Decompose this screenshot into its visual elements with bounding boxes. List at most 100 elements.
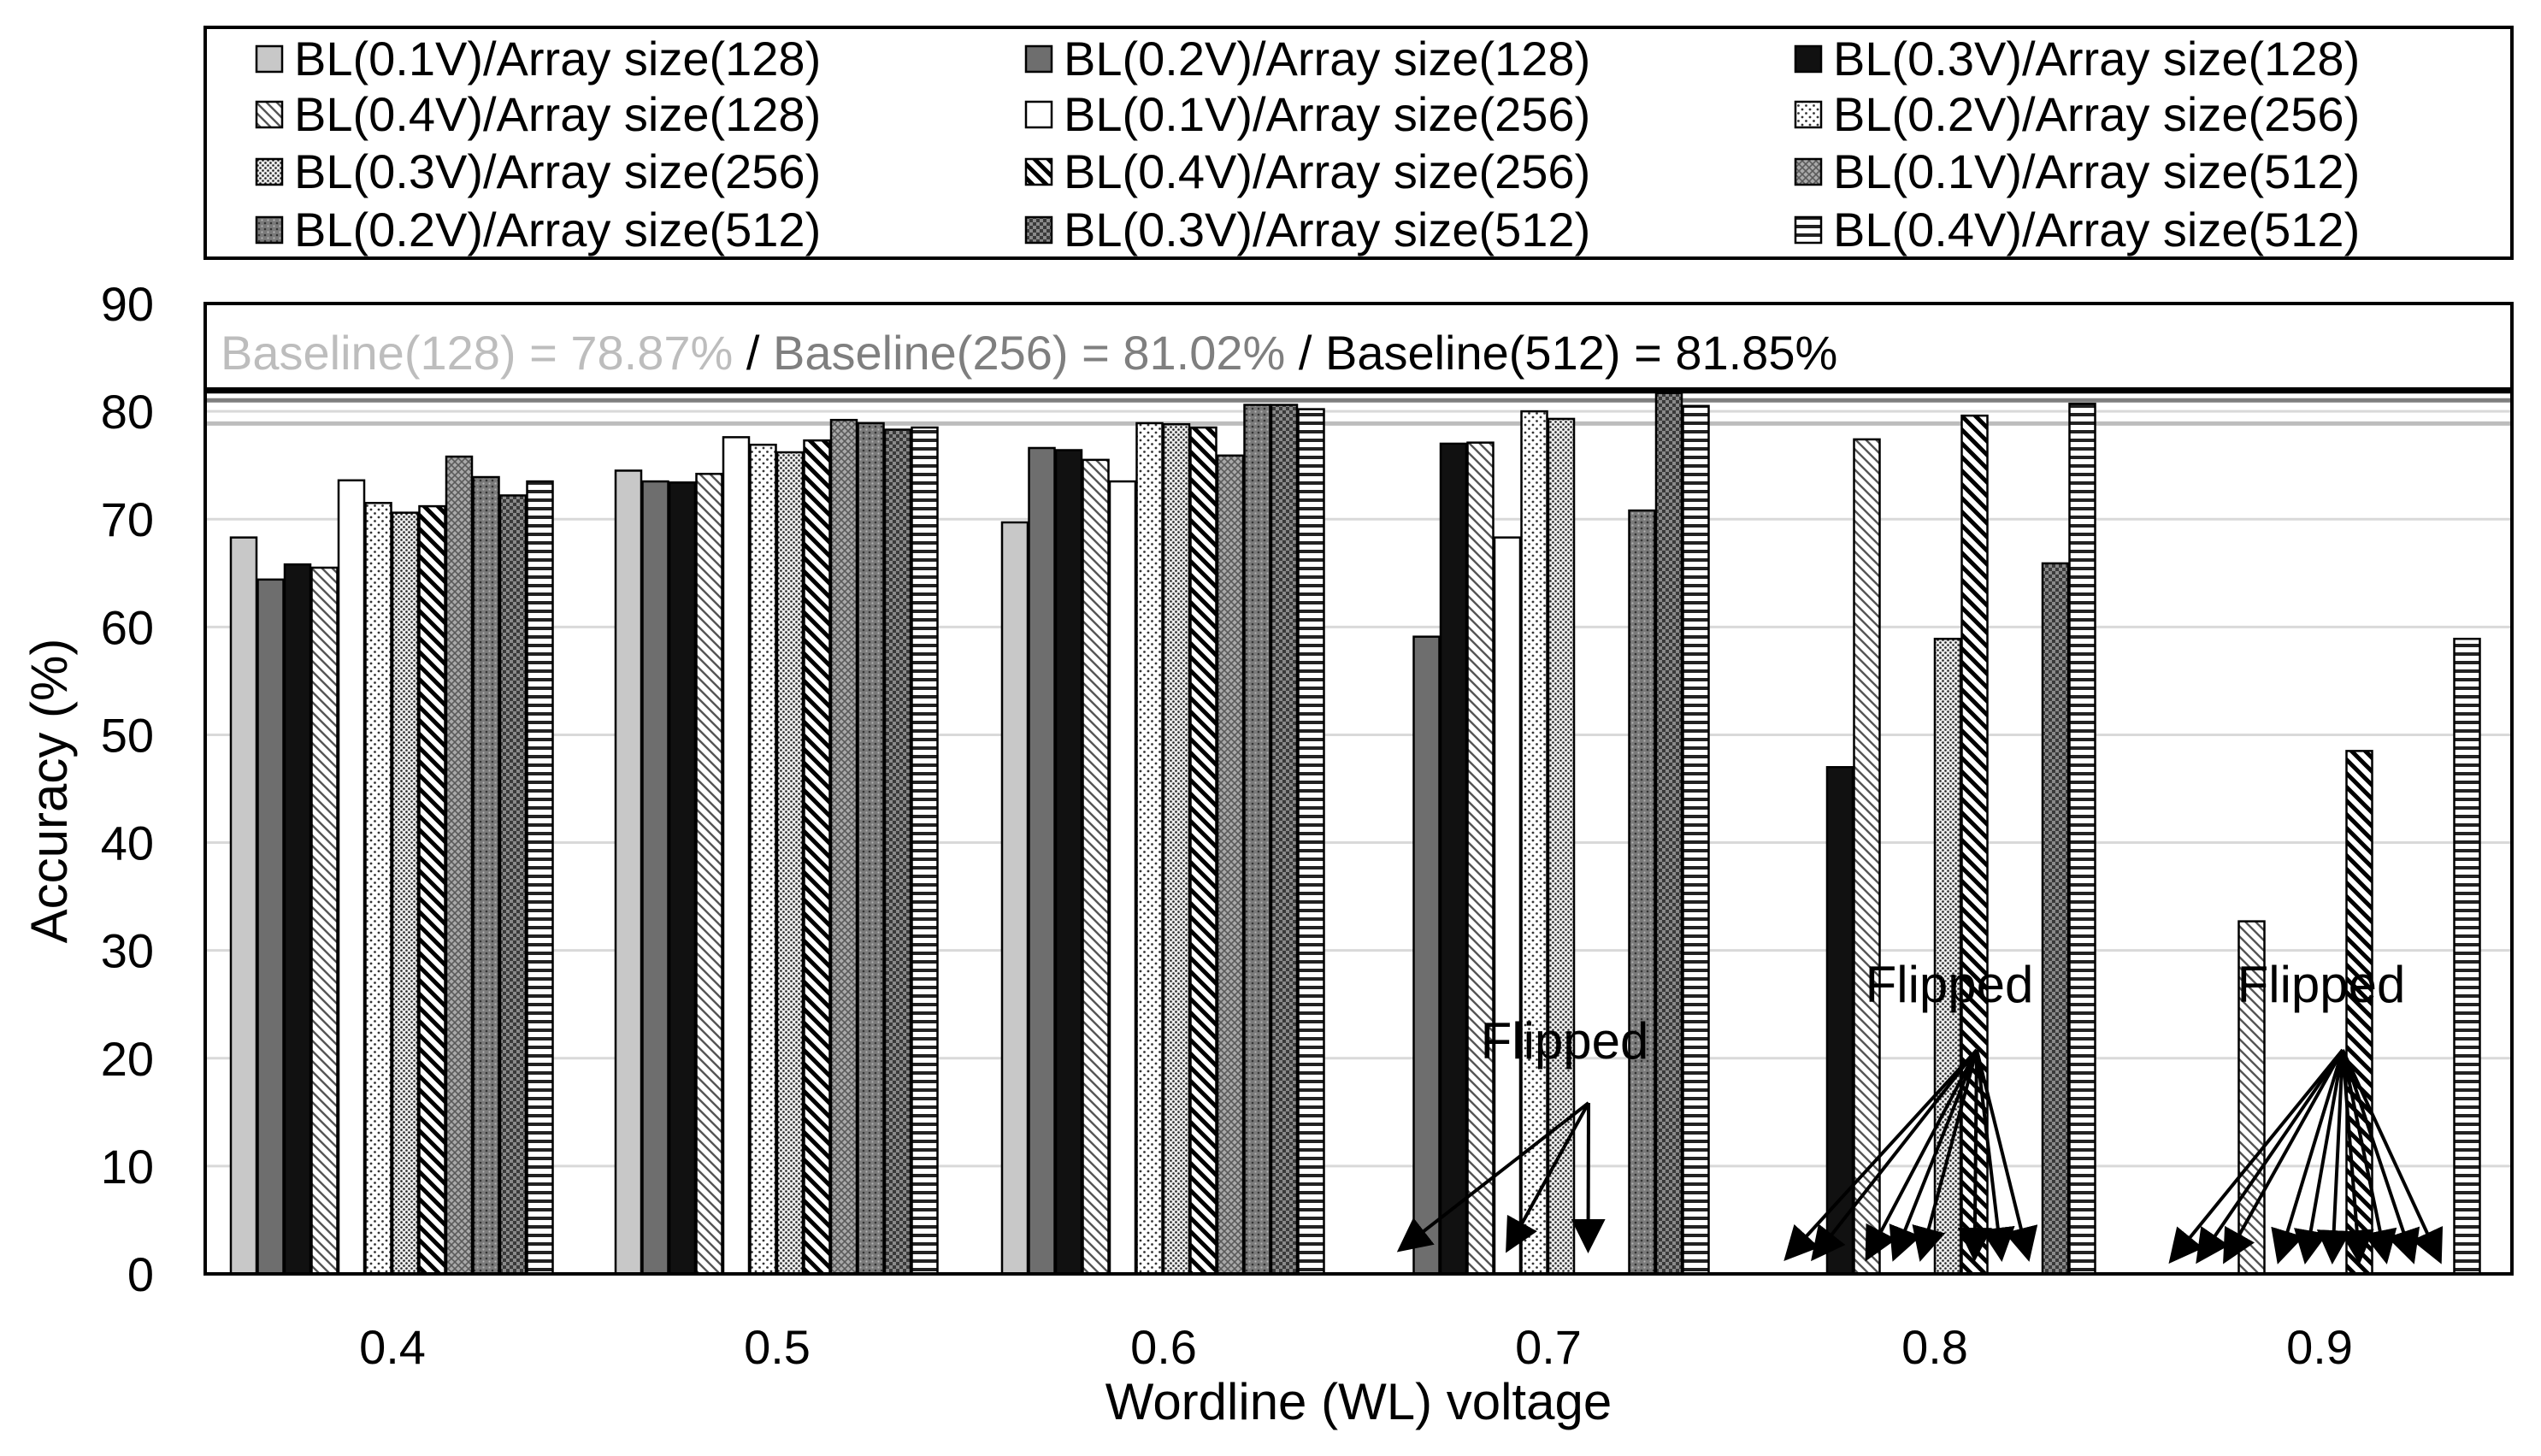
legend-swatch: [255, 44, 284, 74]
y-tick-label: 0: [127, 1247, 154, 1301]
bar: [722, 436, 751, 1276]
y-tick-label: 30: [101, 924, 154, 978]
y-tick-label: 80: [101, 385, 154, 439]
legend-label: BL(0.1V)/Array size(128): [294, 32, 821, 85]
legend-swatch: [1794, 100, 1823, 129]
legend-swatch: [1794, 157, 1823, 186]
x-axis-title: Wordline (WL) voltage: [1105, 1373, 1612, 1430]
bar: [1654, 392, 1683, 1276]
bar: [1933, 637, 1962, 1276]
bar: [614, 469, 643, 1276]
bar: [749, 443, 777, 1276]
legend-label: BL(0.4V)/Array size(512): [1833, 203, 2360, 256]
bar: [1108, 480, 1137, 1276]
bar: [1853, 438, 1881, 1276]
legend-swatch: [1024, 157, 1053, 186]
legend-label: BL(0.4V)/Array size(128): [294, 87, 821, 141]
flipped-arrow: [1396, 1101, 1590, 1253]
bar: [472, 475, 500, 1276]
bar: [1162, 422, 1191, 1276]
plot-area: Baseline(128) = 78.87% / Baseline(256) =…: [101, 277, 2514, 1374]
bar: [1000, 521, 1029, 1276]
legend-swatch: [1024, 215, 1053, 245]
bar: [1189, 426, 1217, 1276]
bar: [1082, 458, 1110, 1276]
legend-swatch: [1024, 100, 1053, 129]
legend-swatch: [1024, 44, 1053, 74]
y-tick-label: 60: [101, 600, 154, 654]
y-axis-ticks: 0 10 20 30 40 50 60 70 80 90: [101, 277, 154, 1301]
bar: [337, 479, 366, 1276]
bar: [641, 480, 669, 1276]
legend-swatch: [255, 157, 284, 186]
bar: [310, 566, 339, 1276]
x-tick-label: 0.4: [359, 1320, 426, 1374]
flipped-arrow: [2316, 1049, 2351, 1264]
legend-swatch: [1794, 44, 1823, 74]
legend-items: BL(0.1V)/Array size(128) BL(0.2V)/Array s…: [255, 32, 2360, 256]
bar: [2041, 562, 2070, 1276]
bar: [1297, 408, 1325, 1276]
x-tick-label: 0.8: [1901, 1320, 1968, 1374]
bar: [2345, 750, 2373, 1276]
baseline-label: Baseline(128) = 78.87% / Baseline(256) =…: [221, 326, 1837, 380]
flipped-arrow: [2339, 1049, 2374, 1264]
flipped-arrow: [2271, 1049, 2344, 1264]
flipped-arrow: [2168, 1048, 2344, 1264]
bar: [1547, 417, 1576, 1276]
bar: [1243, 404, 1271, 1276]
bar: [803, 439, 831, 1276]
flipped-arrow: [1865, 1049, 1978, 1262]
y-tick-label: 90: [101, 277, 154, 331]
y-tick-label: 50: [101, 708, 154, 762]
baseline-label-box: [203, 302, 2514, 391]
bar: [1520, 410, 1548, 1276]
flipped-label: Flipped: [1481, 1012, 1649, 1070]
flipped-arrow: [1912, 1049, 1978, 1262]
legend-swatch: [1794, 215, 1823, 245]
flipped-arrow: [2341, 1049, 2420, 1264]
bar: [668, 481, 697, 1276]
flipped-arrow: [1506, 1102, 1590, 1253]
flipped-arrow: [1889, 1049, 1978, 1262]
flipped-arrow: [2196, 1048, 2344, 1264]
bar: [1412, 635, 1441, 1276]
baseline-value: Baseline(128) = 78.87%: [221, 326, 733, 380]
flipped-arrow: [2294, 1049, 2344, 1264]
bar: [829, 418, 858, 1276]
bar: [1028, 446, 1056, 1276]
flipped-arrow: [2223, 1049, 2344, 1264]
legend: BL(0.1V)/Array size(128) BL(0.2V)/Array s…: [203, 26, 2514, 260]
bar: [1216, 454, 1245, 1276]
bar: [1270, 404, 1299, 1276]
gridlines: [205, 410, 2512, 1168]
bar: [445, 455, 474, 1276]
flipped-arrow: [1957, 1049, 1992, 1262]
flipped-arrow: [1975, 1049, 2038, 1262]
legend-label: BL(0.3V)/Array size(512): [1064, 203, 1590, 256]
legend-label: BL(0.2V)/Array size(128): [1064, 32, 1590, 85]
x-tick-label: 0.9: [2286, 1320, 2353, 1374]
y-tick-label: 20: [101, 1032, 154, 1086]
bar: [2068, 403, 2096, 1276]
plot-frame: [203, 302, 2514, 1276]
legend-swatch: [255, 100, 284, 129]
baseline-separator: /: [733, 326, 773, 380]
flipped-annotations: Flipped Flipped Flipped: [1396, 956, 2444, 1264]
baseline-value: Baseline(512) = 81.85%: [1325, 326, 1837, 380]
bar: [1628, 509, 1656, 1276]
bar: [418, 504, 446, 1276]
legend-label: BL(0.1V)/Array size(512): [1833, 144, 2360, 198]
flipped-arrow: [1975, 1049, 2015, 1262]
bar: [1054, 449, 1083, 1276]
bar: [1682, 404, 1710, 1276]
legend-box: [203, 26, 2514, 260]
y-axis-title: Accuracy (%): [21, 639, 78, 944]
bar: [1439, 442, 1468, 1276]
bars: [229, 392, 2481, 1276]
bar: [2453, 637, 2481, 1276]
flipped-arrow: [2341, 1049, 2397, 1264]
bar: [391, 511, 420, 1276]
legend-label: BL(0.1V)/Array size(256): [1064, 87, 1590, 141]
